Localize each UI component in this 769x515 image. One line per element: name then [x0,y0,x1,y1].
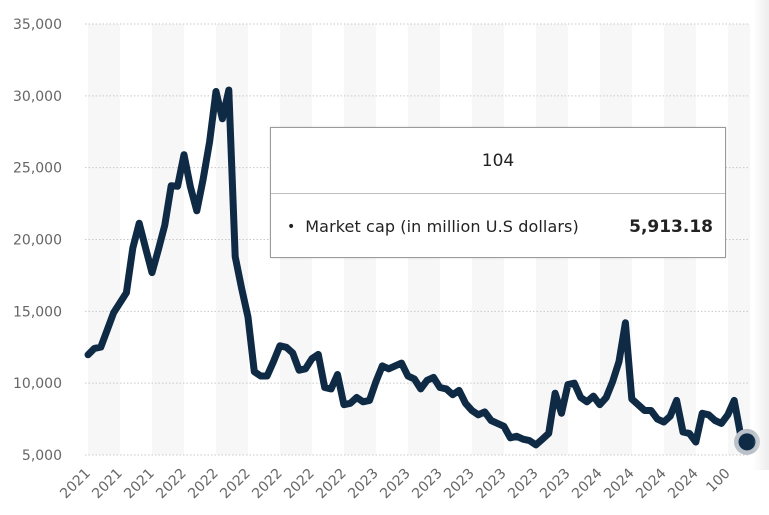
x-tick-label: 2021 [57,466,94,503]
y-tick-label: 15,000 [13,304,62,320]
x-tick-label: 100 [703,466,733,496]
y-tick-label: 20,000 [13,233,62,249]
x-tick-label: 2022 [217,466,254,503]
x-tick-label: 2022 [281,466,318,503]
x-tick-label: 2023 [473,466,510,503]
y-tick-label: 5,000 [22,448,62,464]
background-band [727,24,750,455]
series-line-market-cap [84,86,751,449]
x-tick-label: 2024 [633,465,670,502]
tooltip-bullet-icon: • [287,218,296,235]
x-tick-label: 2023 [409,466,446,503]
background-band [151,24,184,455]
x-axis: 2021202120212022202220222022202220222023… [57,465,733,502]
y-axis: 5,000 10,000 15,000 20,000 25,000 30,000 35,00… [13,17,62,464]
y-tick-label: 30,000 [13,89,62,105]
y-tick-label: 10,000 [13,376,62,392]
tooltip-value: 5,913.18 [629,216,713,237]
x-tick-label: 2023 [345,466,382,503]
tooltip-title: 104 [271,128,725,194]
scroll-fade [753,0,769,470]
x-tick-label: 2023 [505,466,542,503]
x-tick-label: 2022 [313,466,350,503]
x-tick-label: 2021 [121,466,158,503]
x-tick-label: 2022 [249,466,286,503]
x-tick-label: 2023 [441,466,478,503]
highlight-marker[interactable] [738,433,756,451]
tooltip-series-label: Market cap (in million U.S dollars) [305,217,579,236]
x-tick-label: 2023 [377,466,414,503]
y-tick-label: 25,000 [13,161,62,177]
x-tick-label: 2024 [601,465,638,502]
x-tick-label: 2021 [89,466,126,503]
x-tick-label: 2023 [537,466,574,503]
y-tick-label: 35,000 [13,17,62,33]
x-tick-label: 2024 [569,465,606,502]
tooltip: 104 • Market cap (in million U.S dollars… [270,127,726,258]
tooltip-series-row: • Market cap (in million U.S dollars) 5,… [271,194,725,259]
x-tick-label: 2022 [185,466,222,503]
x-tick-label: 2024 [665,465,702,502]
x-tick-label: 2022 [153,466,190,503]
